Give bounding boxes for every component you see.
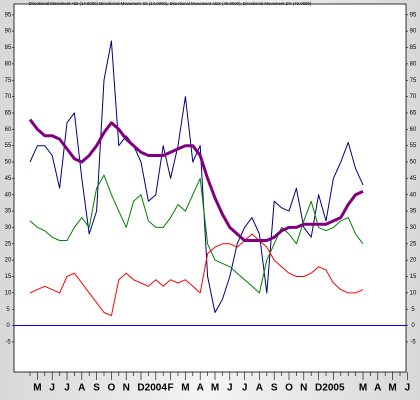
y2-tick-label: 95	[410, 12, 417, 18]
x-tick-label: A	[78, 383, 85, 394]
series-line	[28, 118, 364, 242]
y-tick-label: 35	[5, 209, 12, 215]
x-tick-label: M	[181, 383, 189, 394]
y2-tick-label: 65	[410, 111, 417, 117]
x-tick-label: J	[242, 383, 248, 394]
chart-title: Directional Movement +DI (14.0000) Direc…	[29, 1, 312, 6]
y-tick-label: 60	[5, 127, 12, 133]
y2-tick-label: 80	[410, 61, 417, 67]
x-tick-label: M	[211, 383, 219, 394]
x-tick-label: J	[49, 383, 55, 394]
y-tick-label: 40	[5, 192, 12, 198]
y-tick-label: 55	[5, 143, 12, 149]
x-tick-label: M	[33, 383, 41, 394]
x-tick-label: A	[197, 383, 204, 394]
x-tick-label: S	[271, 383, 278, 394]
y2-tick-label: 85	[410, 45, 417, 51]
y-tick-label: 90	[5, 29, 12, 35]
y-tick-label: 95	[5, 12, 12, 18]
x-tick-label: M	[388, 383, 396, 394]
y2-tick-label: 5	[411, 307, 415, 313]
x-tick-label: 2005	[322, 383, 345, 394]
x-tick-label: A	[374, 383, 381, 394]
y-tick-label: 15	[5, 274, 12, 280]
y2-tick-label: 70	[410, 94, 417, 100]
x-tick-label: N	[123, 383, 130, 394]
y2-tick-label: 15	[410, 274, 417, 280]
x-tick-label: O	[285, 383, 293, 394]
x-tick-label: M	[359, 383, 367, 394]
series-line	[29, 174, 364, 294]
y2-tick-label: 20	[410, 258, 417, 264]
x-tick-label: D	[137, 383, 144, 394]
x-tick-label: S	[93, 383, 100, 394]
y2-tick-label: -5	[410, 339, 416, 345]
x-tick-label: 2004	[145, 383, 168, 394]
y-tick-label: 65	[5, 111, 12, 117]
x-tick-label: D	[315, 383, 322, 394]
y2-tick-label: 45	[410, 176, 417, 182]
y2-tick-label: 55	[410, 143, 417, 149]
y2-tick-label: 60	[410, 127, 417, 133]
y2-tick-label: 90	[410, 29, 417, 35]
y-tick-label: 30	[5, 225, 12, 231]
y2-tick-label: 40	[410, 192, 417, 198]
y-tick-label: 0	[6, 323, 10, 329]
series-line	[29, 233, 364, 317]
x-tick-label: A	[256, 383, 263, 394]
y2-tick-label: 35	[410, 209, 417, 215]
x-tick-label: J	[405, 383, 411, 394]
y-tick-label: 20	[5, 258, 12, 264]
x-tick-label: F	[168, 383, 174, 394]
y2-tick-label: 0	[411, 323, 415, 329]
y-tick-label: -5	[5, 339, 11, 345]
y-tick-label: 25	[5, 241, 12, 247]
y2-tick-label: 10	[410, 290, 417, 296]
y-tick-label: 75	[5, 78, 12, 84]
series-line	[29, 40, 364, 313]
y2-tick-label: 50	[410, 160, 417, 166]
x-tick-label: N	[300, 383, 307, 394]
x-tick-label: J	[64, 383, 70, 394]
y2-tick-label: 25	[410, 241, 417, 247]
x-tick-label: O	[108, 383, 116, 394]
y-tick-label: 85	[5, 45, 12, 51]
y-tick-label: 70	[5, 94, 12, 100]
y2-tick-label: 30	[410, 225, 417, 231]
y-tick-label: 80	[5, 61, 12, 67]
y-tick-label: 45	[5, 176, 12, 182]
y2-tick-label: 75	[410, 78, 417, 84]
y-tick-label: 50	[5, 160, 12, 166]
y-tick-label: 10	[5, 290, 12, 296]
y-tick-label: 5	[6, 307, 10, 313]
x-tick-label: J	[227, 383, 233, 394]
